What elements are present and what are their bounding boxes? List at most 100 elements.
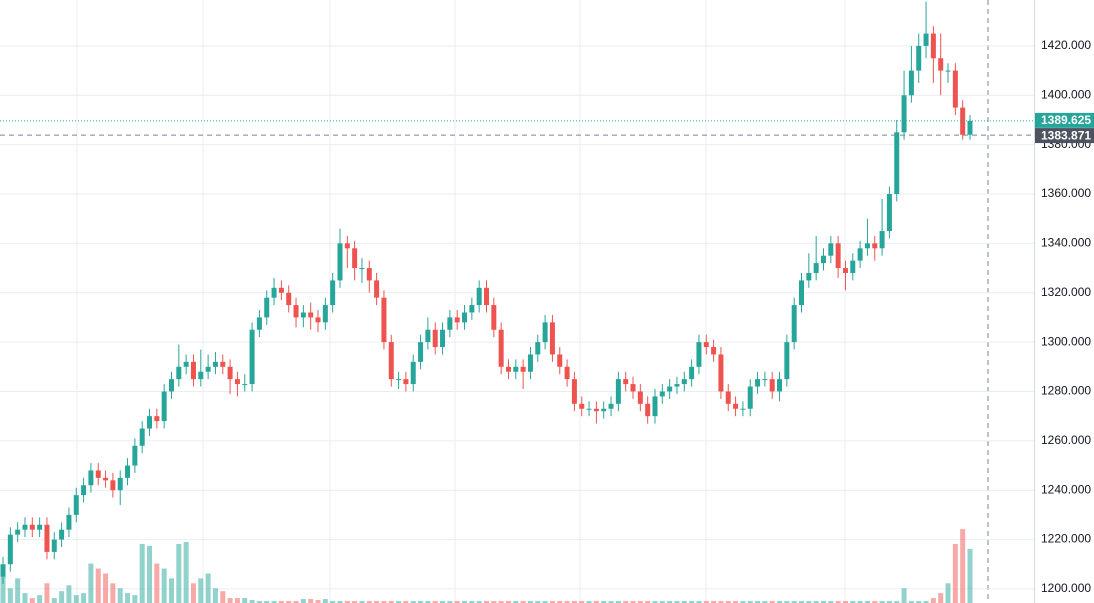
- candle-body: [711, 347, 717, 355]
- candle-body: [652, 396, 658, 417]
- candle-body: [601, 408, 607, 412]
- volume-bar: [286, 601, 292, 603]
- volume-bar: [740, 601, 746, 603]
- candle-body: [674, 384, 680, 387]
- candle-body: [293, 305, 299, 318]
- candle-body: [15, 529, 21, 535]
- candle-body: [938, 58, 944, 71]
- candle-body: [103, 477, 109, 481]
- volume-bar: [125, 593, 131, 603]
- volume-bar: [234, 598, 240, 603]
- volume-bar: [374, 601, 380, 603]
- volume-bar: [733, 601, 739, 603]
- candle-body: [300, 312, 306, 318]
- candle-body: [952, 70, 958, 108]
- candle-body: [923, 33, 929, 46]
- y-tick-label: 1360.000: [1041, 186, 1091, 200]
- volume-bar: [242, 598, 248, 603]
- candle-body: [432, 329, 438, 348]
- volume-bar: [842, 601, 848, 603]
- volume-bar: [828, 601, 834, 603]
- candle-body: [454, 317, 460, 323]
- candle-body: [777, 379, 783, 392]
- candle-body: [945, 70, 951, 72]
- candle-body: [681, 379, 687, 385]
- volume-bar: [799, 601, 805, 603]
- candle-body: [66, 514, 72, 530]
- volume-bar: [256, 601, 262, 603]
- candle-body: [930, 33, 936, 59]
- volume-bar: [352, 601, 358, 603]
- volume-bar: [139, 543, 145, 603]
- volume-bar: [945, 583, 951, 603]
- volume-bar: [813, 601, 819, 603]
- candle-body: [747, 386, 753, 409]
- volume-bar: [344, 601, 350, 603]
- volume-bar: [403, 601, 409, 603]
- crosshair-price-label: 1383.871: [1041, 128, 1091, 142]
- volume-bar: [762, 601, 768, 603]
- crosshair-price-box: [1035, 128, 1094, 144]
- last-price-box: [1035, 112, 1094, 128]
- candle-body: [410, 361, 416, 385]
- volume-bar: [689, 601, 695, 603]
- volume-bar: [0, 573, 6, 603]
- volume-bar: [117, 588, 123, 603]
- candle-body: [95, 470, 101, 478]
- volume-bar: [161, 568, 167, 603]
- candle-body: [154, 416, 160, 422]
- candle-body: [0, 564, 6, 577]
- candle-body: [667, 386, 673, 392]
- volume-bar: [571, 601, 577, 603]
- volume-bar: [923, 601, 929, 603]
- candle-body: [623, 379, 629, 385]
- volume-bar: [608, 601, 614, 603]
- volume-bar: [110, 583, 116, 603]
- candle-body: [117, 477, 123, 491]
- candle-body: [220, 361, 226, 367]
- y-tick-label: 1260.000: [1041, 433, 1091, 447]
- candle-body: [513, 366, 519, 372]
- candle-body: [960, 107, 966, 135]
- candle-body: [168, 379, 174, 392]
- candle-body: [908, 70, 914, 96]
- candle-body: [264, 297, 270, 318]
- candle-body: [857, 248, 863, 261]
- candle-body: [139, 428, 145, 446]
- candle-body: [784, 342, 790, 380]
- candle-body: [806, 272, 812, 281]
- candle-body: [337, 243, 343, 281]
- candle-body: [864, 243, 870, 249]
- candle-body: [286, 292, 292, 306]
- candle-body: [315, 317, 321, 323]
- volume-bar: [59, 591, 65, 603]
- y-tick-label: 1240.000: [1041, 482, 1091, 496]
- candle-body: [645, 403, 651, 417]
- volume-bar: [637, 601, 643, 603]
- volume-bar: [220, 591, 226, 603]
- candle-body: [557, 354, 563, 367]
- candle-body: [176, 366, 182, 380]
- volume-bar: [440, 601, 446, 603]
- candle-body: [498, 329, 504, 367]
- volume-bar: [908, 601, 914, 603]
- volume-bar: [498, 601, 504, 603]
- volume-bar: [103, 573, 109, 603]
- candle-body: [88, 470, 94, 486]
- candle-body: [227, 366, 233, 380]
- candle-body: [308, 312, 314, 318]
- volume-bar: [154, 563, 160, 603]
- candle-body: [234, 379, 240, 385]
- volume-bar: [15, 578, 21, 603]
- candle-body: [718, 354, 724, 392]
- candle-body: [212, 361, 218, 367]
- volume-bar: [132, 595, 138, 603]
- candle-body: [484, 287, 489, 306]
- y-tick-label: 1340.000: [1041, 236, 1091, 250]
- volume-bar: [454, 601, 460, 603]
- candle-body: [425, 329, 431, 343]
- candle-body: [527, 354, 533, 372]
- candle-body: [147, 416, 153, 429]
- candle-body: [110, 480, 116, 491]
